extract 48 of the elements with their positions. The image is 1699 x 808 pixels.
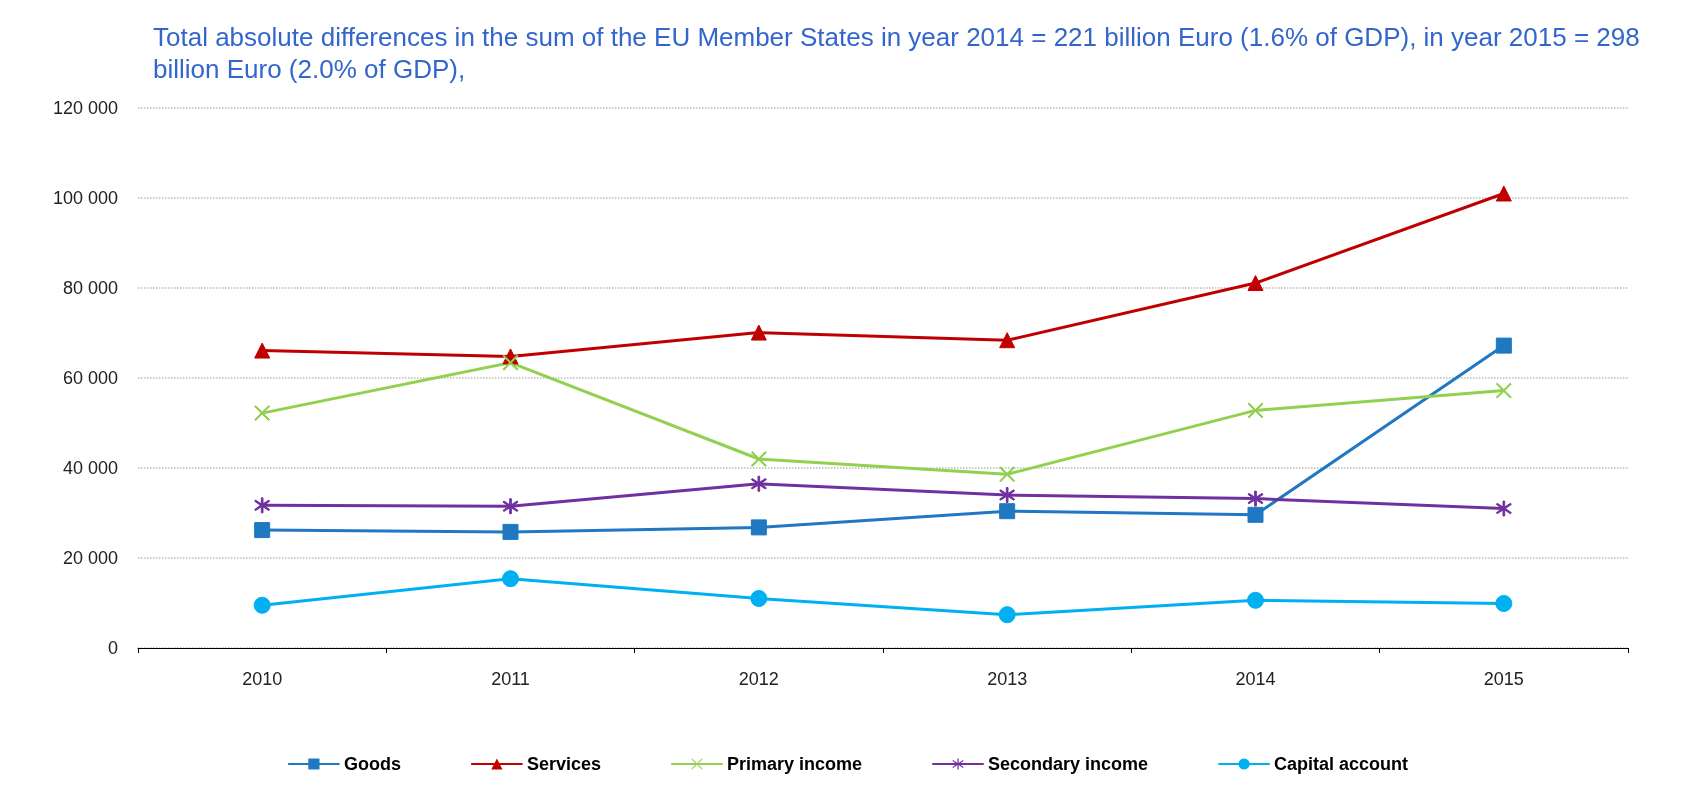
point [254, 522, 271, 539]
point [254, 342, 271, 359]
point [502, 354, 519, 371]
y-tick-label: 0 [107, 638, 118, 658]
legend-label: Primary income [726, 754, 863, 774]
point [998, 606, 1016, 624]
point [502, 523, 519, 540]
point [999, 332, 1016, 349]
legend-label: Goods [343, 754, 401, 774]
point [1495, 594, 1513, 612]
x-tick-label: 2010 [242, 669, 283, 689]
point [750, 451, 767, 467]
point [750, 324, 767, 341]
x-tick-label: 2013 [987, 669, 1028, 689]
point [1247, 490, 1264, 507]
point [750, 519, 767, 536]
legend-label: Secondary income [988, 754, 1149, 774]
point [999, 466, 1016, 483]
point [1247, 591, 1264, 609]
y-tick-label: 20 000 [62, 548, 118, 568]
x-tick-label: 2014 [1235, 669, 1276, 689]
point [1247, 402, 1264, 419]
y-tick-label: 60 000 [62, 368, 118, 388]
point [502, 570, 519, 588]
y-tick-label: 100 000 [52, 188, 118, 208]
legend-label: Services [526, 754, 601, 774]
legend-label: Capital account [1274, 754, 1409, 774]
x-tick-label: 2012 [738, 669, 779, 689]
point [254, 497, 271, 514]
point [999, 503, 1016, 520]
x-tick-label: 2011 [491, 669, 530, 689]
x-tick-label: 2015 [1483, 669, 1524, 689]
y-tick-label: 120 000 [52, 98, 118, 118]
point [750, 475, 767, 492]
point [1247, 506, 1264, 523]
y-tick-label: 80 000 [62, 278, 118, 298]
point [1495, 382, 1512, 399]
chart-title: Total absolute differences in the sum of the EU Member States in year 2014 = 221 billion Euro (1.6% of GDP), in year 2015 = 298 billion Euro (2.0% of GDP), [153, 22, 1647, 84]
point [254, 405, 271, 422]
point [999, 487, 1016, 503]
point [1495, 185, 1512, 202]
point [1495, 500, 1512, 517]
y-tick-label: 40 000 [62, 458, 118, 478]
point [1495, 337, 1512, 354]
point [750, 590, 768, 607]
point [502, 498, 519, 515]
point [253, 596, 271, 614]
point [1247, 275, 1264, 292]
